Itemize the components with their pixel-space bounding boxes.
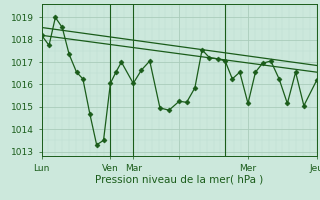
X-axis label: Pression niveau de la mer( hPa ): Pression niveau de la mer( hPa ): [95, 174, 263, 184]
